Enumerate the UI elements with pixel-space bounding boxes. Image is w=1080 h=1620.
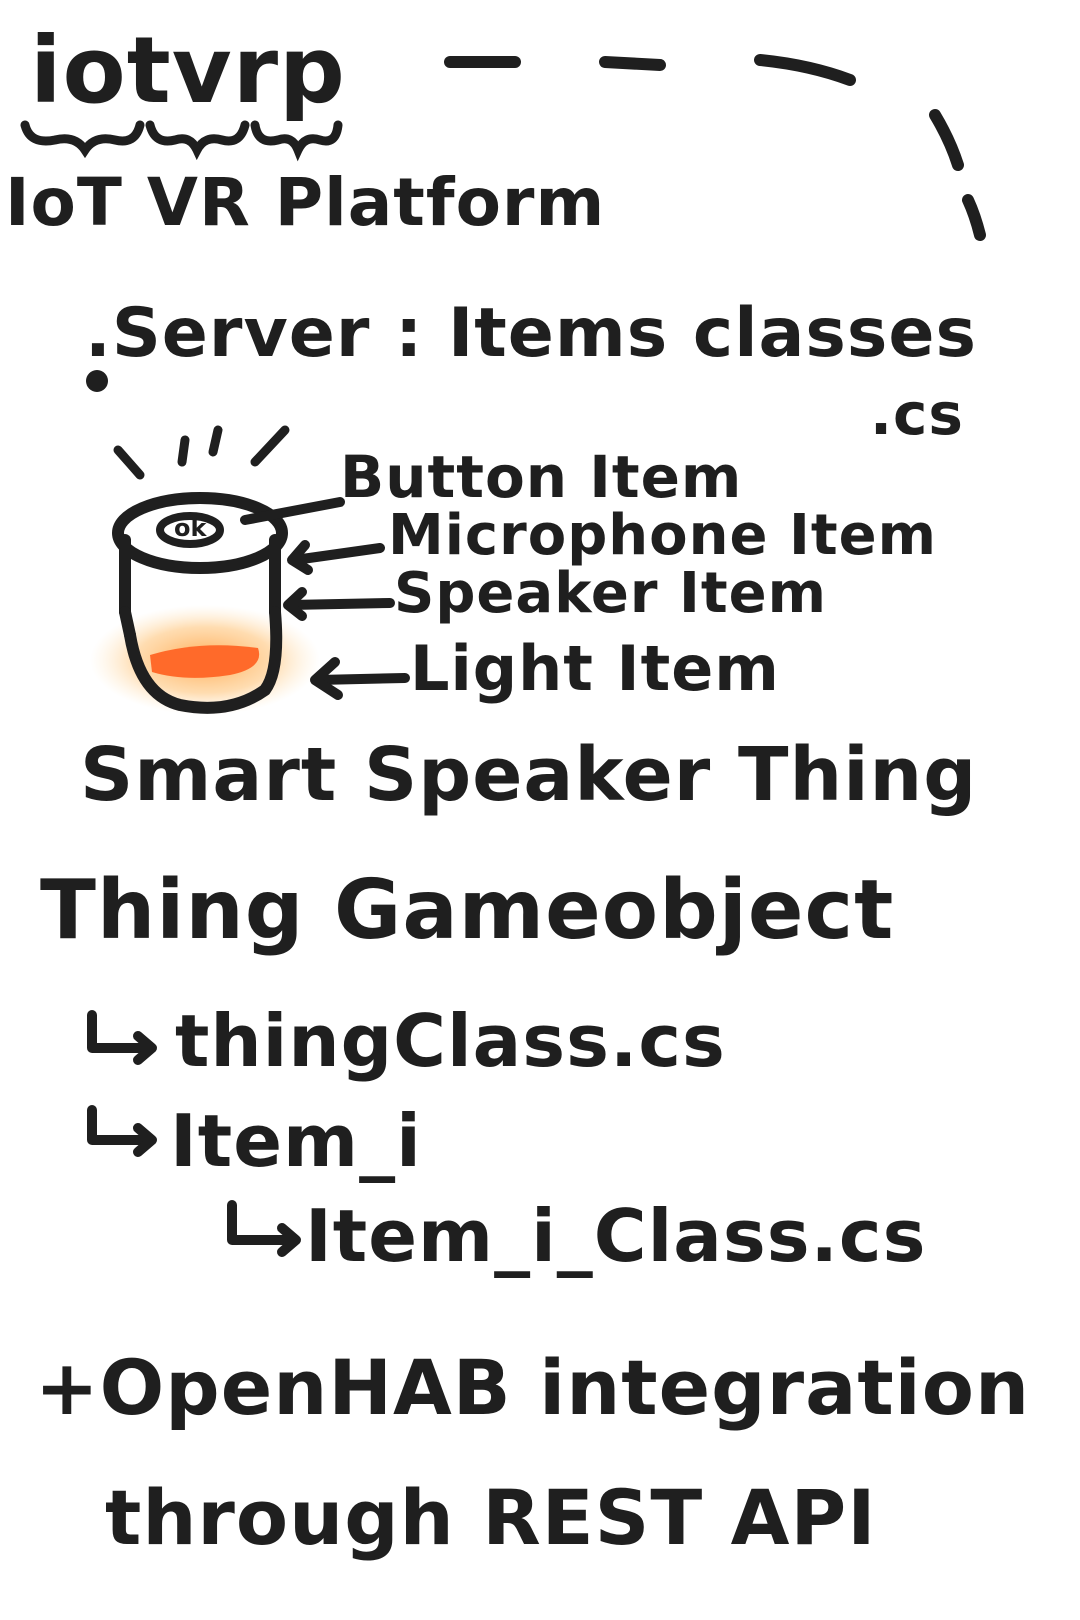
brace-icons bbox=[20, 120, 343, 162]
footer-line-1: +OpenHAB integration bbox=[35, 1343, 1031, 1432]
item-microphone: Microphone Item bbox=[388, 503, 937, 568]
project-full-name: IoT VR Platform bbox=[5, 164, 606, 241]
light-band bbox=[150, 645, 260, 678]
smart-speaker-icon bbox=[112, 492, 288, 714]
hierarchy-root: Thing Gameobject bbox=[40, 863, 895, 958]
item-button: Button Item bbox=[340, 443, 743, 511]
hierarchy-child-item: Item_i bbox=[170, 1099, 422, 1183]
item-speaker: Speaker Item bbox=[394, 561, 827, 626]
hierarchy-arrows bbox=[87, 1010, 301, 1257]
hierarchy-child-thing-class: thingClass.cs bbox=[175, 999, 726, 1083]
sound-waves-icon bbox=[113, 425, 290, 480]
server-ext-label: .cs bbox=[870, 380, 964, 448]
device-label: Smart Speaker Thing bbox=[80, 732, 978, 818]
bullet-dot bbox=[86, 370, 108, 392]
project-abbreviation: iotvrp bbox=[30, 17, 346, 124]
hierarchy-child-item-class: Item_i_Class.cs bbox=[305, 1194, 927, 1278]
dashed-arc bbox=[444, 54, 986, 241]
footer-line-2: through REST API bbox=[105, 1473, 877, 1562]
item-light: Light Item bbox=[410, 632, 780, 705]
server-items-label: .Server : Items classes bbox=[85, 294, 977, 373]
speaker-button-label: ok bbox=[174, 514, 207, 542]
item-arrows bbox=[240, 497, 410, 700]
